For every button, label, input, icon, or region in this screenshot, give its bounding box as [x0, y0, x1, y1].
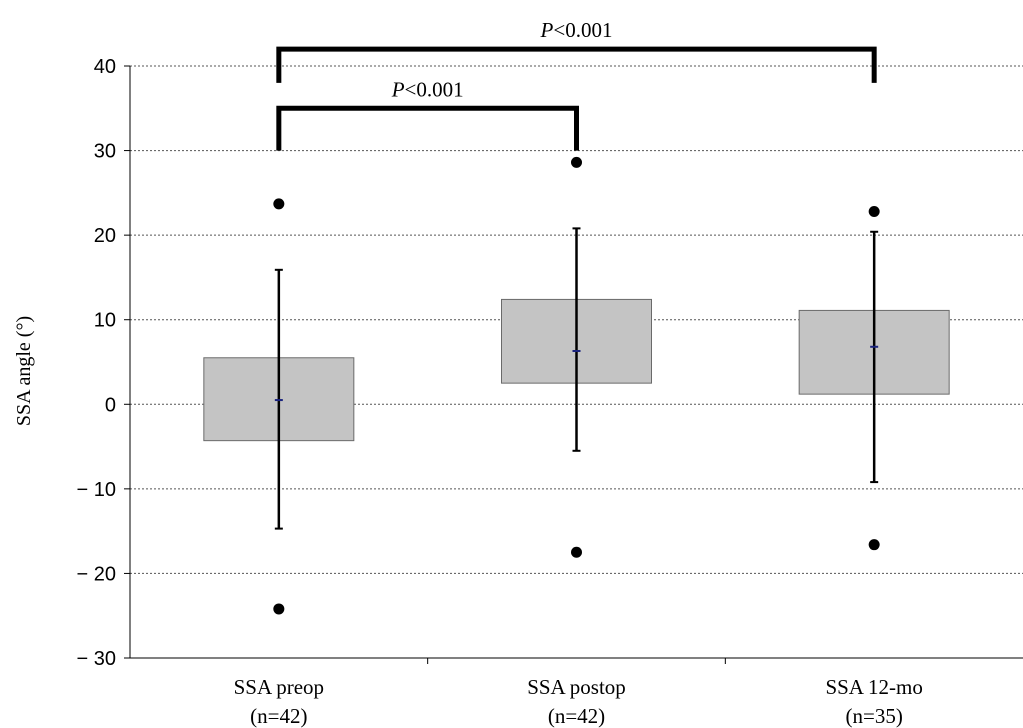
x-category-label: SSA 12-mo: [825, 675, 922, 699]
p-value-label: P<0.001: [391, 77, 464, 101]
x-category-n-label: (n=42): [250, 704, 307, 728]
p-threshold: <0.001: [553, 18, 612, 42]
y-tick-label: − 10: [77, 479, 116, 501]
x-category-label: SSA postop: [527, 675, 626, 699]
outlier-point: [571, 156, 582, 168]
p-threshold: <0.001: [405, 77, 464, 101]
outlier-point: [273, 603, 285, 615]
x-category-n-label: (n=42): [548, 704, 605, 728]
y-tick-label: 0: [105, 394, 116, 416]
whiskers: [274, 227, 879, 530]
outlier-point: [273, 198, 285, 210]
y-tick-label: − 20: [77, 563, 116, 585]
y-tick-label: 40: [94, 56, 116, 78]
axes: − 30 − 20 − 10 0 10 20 30 40 SSA preop (n=42) SSA …: [77, 56, 1023, 728]
x-category-n-label: (n=35): [845, 704, 902, 728]
outlier-point: [868, 539, 880, 551]
y-tick-label: 30: [94, 141, 116, 163]
outlier-point: [868, 205, 880, 217]
outlier-point: [571, 546, 582, 558]
x-category-label: SSA preop: [234, 675, 324, 699]
p-symbol: P: [391, 77, 405, 101]
y-tick-label: 20: [94, 225, 116, 247]
y-tick-label: − 30: [77, 648, 116, 670]
p-symbol: P: [540, 18, 554, 42]
y-axis-title: SSA angle (°): [13, 316, 35, 426]
significance-bracket: [276, 46, 877, 83]
y-tick-label: 10: [94, 310, 116, 332]
p-value-label: P<0.001: [540, 18, 613, 42]
significance-bracket: [276, 105, 579, 151]
outlier-points: [273, 156, 880, 615]
